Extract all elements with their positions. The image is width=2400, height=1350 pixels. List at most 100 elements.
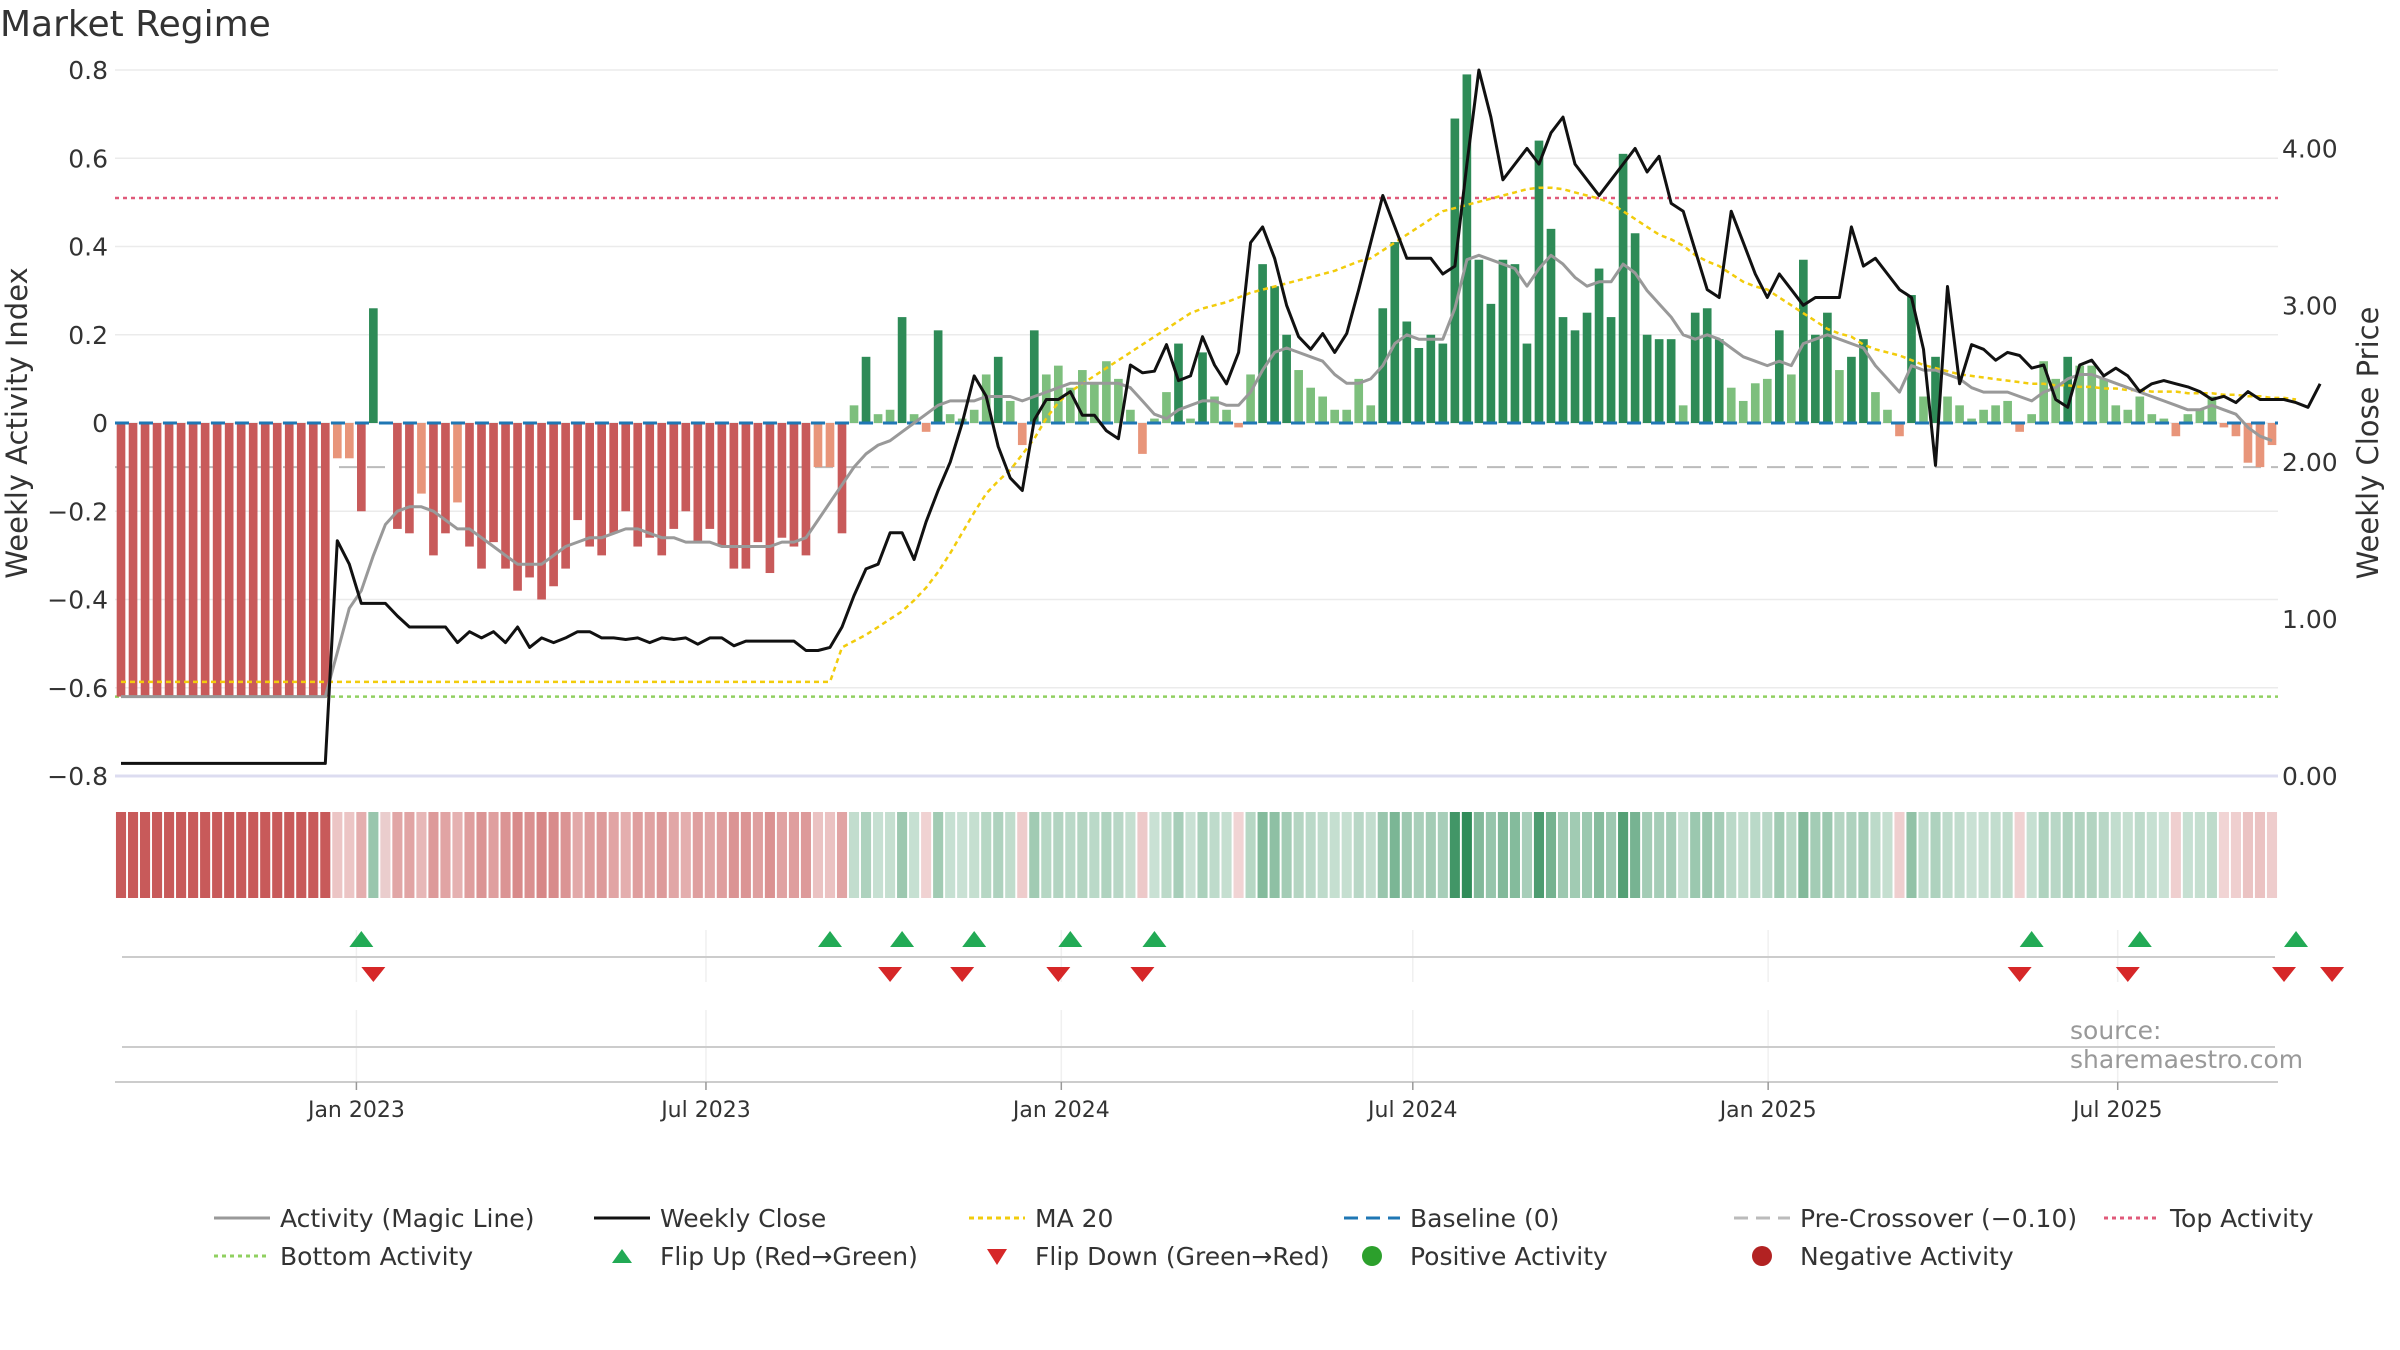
activity-bar <box>1318 396 1328 423</box>
activity-bar <box>2123 409 2133 423</box>
activity-bar <box>1594 268 1604 423</box>
activity-bar <box>1258 264 1267 423</box>
activity-bar <box>1090 383 1099 423</box>
regime-strip-cell <box>1930 812 1941 898</box>
regime-strip-cell <box>1281 812 1292 898</box>
activity-bar <box>2195 409 2205 423</box>
activity-bar <box>609 423 619 534</box>
regime-strip-cell <box>921 812 932 898</box>
regime-strip-cell <box>2254 812 2266 898</box>
regime-strip-cell <box>2194 812 2205 898</box>
regime-strip-cell <box>1545 812 1557 898</box>
activity-bar <box>717 423 727 547</box>
regime-strip-cell <box>524 812 535 898</box>
regime-strip-cell <box>1401 812 1412 898</box>
activity-bar <box>813 423 823 468</box>
regime-strip-cell <box>1810 812 1821 898</box>
activity-bar <box>1282 334 1291 423</box>
regime-strip-cell <box>115 812 127 898</box>
activity-bar <box>429 423 438 556</box>
regime-strip-cell <box>572 812 583 898</box>
regime-strip-cell <box>332 812 343 898</box>
activity-bar <box>2111 405 2121 423</box>
legend-item: Top Activity <box>2100 1198 2314 1238</box>
regime-strip-cell <box>1065 812 1076 898</box>
regime-strip-cell <box>560 812 571 898</box>
regime-strip-cell <box>2170 812 2181 898</box>
activity-bar <box>2219 423 2229 428</box>
activity-bar <box>1606 317 1616 423</box>
regime-strip-cell <box>1221 812 1232 898</box>
regime-strip-cell <box>1581 812 1593 898</box>
regime-strip-cell <box>1738 812 1749 898</box>
activity-bar <box>140 423 150 697</box>
regime-strip-cell <box>1846 812 1857 898</box>
activity-bar <box>405 423 414 534</box>
activity-bar <box>1955 405 1964 423</box>
activity-bar <box>320 423 330 697</box>
regime-strip-cell <box>656 812 667 898</box>
activity-bar <box>633 423 643 547</box>
activity-bar <box>1847 356 1856 423</box>
legend-item: MA 20 <box>965 1198 1113 1238</box>
activity-bar <box>248 423 258 697</box>
regime-strip-cell <box>957 812 968 898</box>
legend-line-swatch <box>594 1216 650 1220</box>
legend-label: Flip Up (Red→Green) <box>660 1241 918 1271</box>
regime-strip-cell <box>2134 812 2145 898</box>
legend-label: Weekly Close <box>660 1203 827 1233</box>
regime-strip-cell <box>1714 812 1725 898</box>
activity-bar <box>260 423 270 697</box>
y-right-tick-label: 4.00 <box>2282 134 2338 163</box>
activity-bar <box>621 423 631 512</box>
regime-strip-cell <box>1473 812 1484 898</box>
legend-line-swatch <box>2104 1216 2160 1220</box>
y-left-tick-label: −0.2 <box>47 497 108 526</box>
activity-bar <box>441 423 450 534</box>
legend-item: Baseline (0) <box>1340 1198 1559 1238</box>
regime-strip-cell <box>1594 812 1605 898</box>
y-left-tick-label: 0.6 <box>68 144 108 173</box>
legend-label: Pre-Crossover (−0.10) <box>1800 1203 2078 1233</box>
activity-bar <box>1162 392 1171 423</box>
regime-strip-cell <box>356 812 367 898</box>
activity-bar <box>921 423 931 432</box>
y-left-tick-label: −0.8 <box>47 762 108 791</box>
legend-item: Negative Activity <box>1730 1236 2014 1276</box>
activity-bar <box>308 423 318 697</box>
regime-strip-cell <box>909 812 920 898</box>
activity-bar <box>1354 378 1364 423</box>
activity-bar <box>597 423 607 556</box>
activity-bar <box>693 423 703 543</box>
activity-bar <box>284 423 294 697</box>
activity-bar <box>1414 347 1424 423</box>
activity-bar <box>2075 365 2085 423</box>
regime-strip-cell <box>860 812 872 898</box>
activity-bar <box>753 423 763 543</box>
activity-bar <box>573 423 582 521</box>
regime-strip-cell <box>1642 812 1653 898</box>
regime-strip-cell <box>1942 812 1953 898</box>
legend-line-swatch <box>969 1216 1025 1220</box>
flip-down-marker <box>2007 967 2032 982</box>
activity-bar <box>801 423 811 556</box>
regime-strip-cell <box>1485 812 1496 898</box>
activity-bar <box>2267 423 2277 446</box>
activity-bar <box>789 423 799 547</box>
regime-strip-cell <box>500 812 511 898</box>
activity-bar <box>1486 303 1496 423</box>
regime-strip-cell <box>692 812 703 898</box>
regime-strip-cell <box>848 812 860 898</box>
activity-bar <box>513 423 522 591</box>
regime-strip-cell <box>1041 812 1052 898</box>
flip-down-marker <box>361 967 386 982</box>
activity-bar <box>489 423 498 543</box>
activity-bar <box>1450 118 1460 423</box>
legend-triangle-swatch <box>987 1249 1007 1265</box>
regime-strip-cell <box>1269 812 1280 898</box>
regime-strip-cell <box>464 812 475 898</box>
regime-strip-cell <box>1774 812 1785 898</box>
activity-bar <box>1426 334 1436 423</box>
